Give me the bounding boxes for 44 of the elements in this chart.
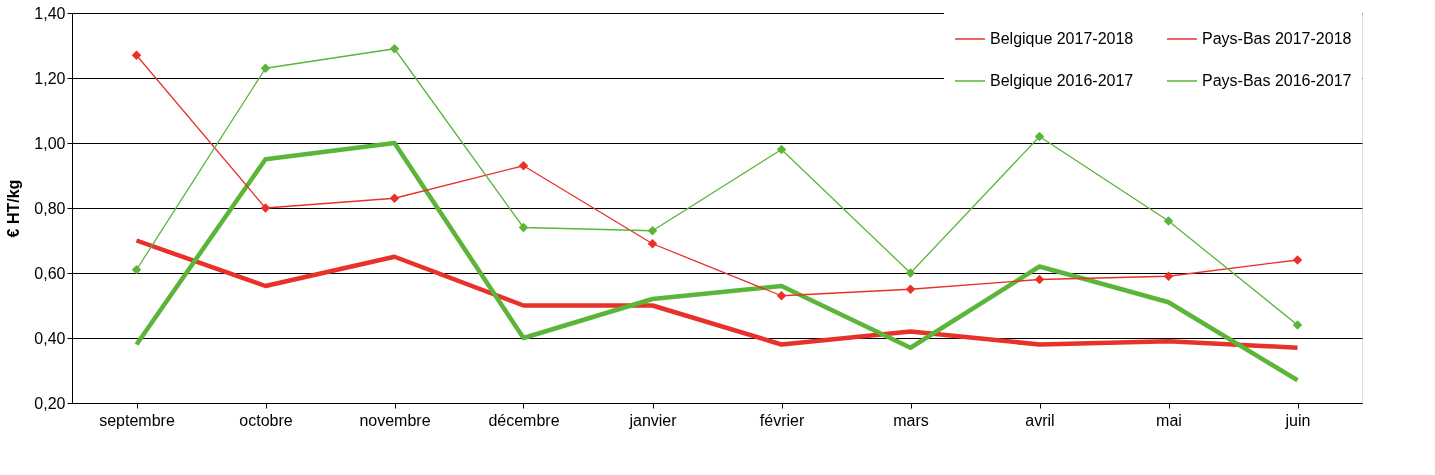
legend-label: Belgique 2017-2018 — [990, 30, 1134, 47]
point — [518, 222, 529, 233]
x-tick-label: novembre — [359, 411, 431, 429]
x-tick-label: février — [759, 411, 805, 429]
line-series — [134, 140, 1300, 383]
y-tick-label: 1,20 — [34, 69, 66, 87]
point — [260, 203, 271, 213]
point — [518, 161, 529, 171]
point — [1163, 271, 1174, 281]
point — [1292, 255, 1303, 265]
point — [131, 50, 142, 60]
legend-label: Belgique 2016-2017 — [990, 72, 1134, 89]
point — [131, 265, 142, 275]
point — [647, 239, 658, 249]
point — [776, 144, 787, 155]
point — [1163, 216, 1174, 226]
x-tick-label: mars — [893, 411, 929, 429]
point — [1034, 274, 1045, 285]
point — [1034, 131, 1045, 142]
y-axis-title: € HT/kg — [5, 179, 23, 238]
x-tick-label: mai — [1156, 411, 1182, 429]
x-tick-label: avril — [1025, 411, 1055, 429]
legend-label: Pays-Bas 2016-2017 — [1202, 72, 1352, 89]
x-tick-label: décembre — [488, 411, 560, 429]
y-tick-label: 1,40 — [34, 4, 66, 22]
y-tick-label: 0,80 — [34, 199, 66, 217]
legend-label: Pays-Bas 2017-2018 — [1202, 30, 1352, 47]
y-tick-label: 0,60 — [34, 264, 66, 282]
point — [647, 226, 658, 236]
x-tick-label: janvier — [628, 411, 678, 429]
point — [776, 291, 787, 301]
point — [905, 284, 916, 294]
point — [389, 44, 400, 54]
point — [905, 268, 916, 278]
point — [1292, 320, 1303, 330]
point — [260, 63, 271, 73]
x-tick-label: septembre — [99, 411, 175, 429]
line-series — [134, 238, 1300, 350]
y-tick-label: 0,40 — [34, 329, 66, 347]
x-tick-label: juin — [1284, 411, 1311, 429]
y-tick-label: 1,00 — [34, 134, 66, 152]
y-tick-label: 0,20 — [34, 394, 66, 412]
point — [389, 193, 400, 203]
x-tick-label: octobre — [239, 411, 293, 429]
